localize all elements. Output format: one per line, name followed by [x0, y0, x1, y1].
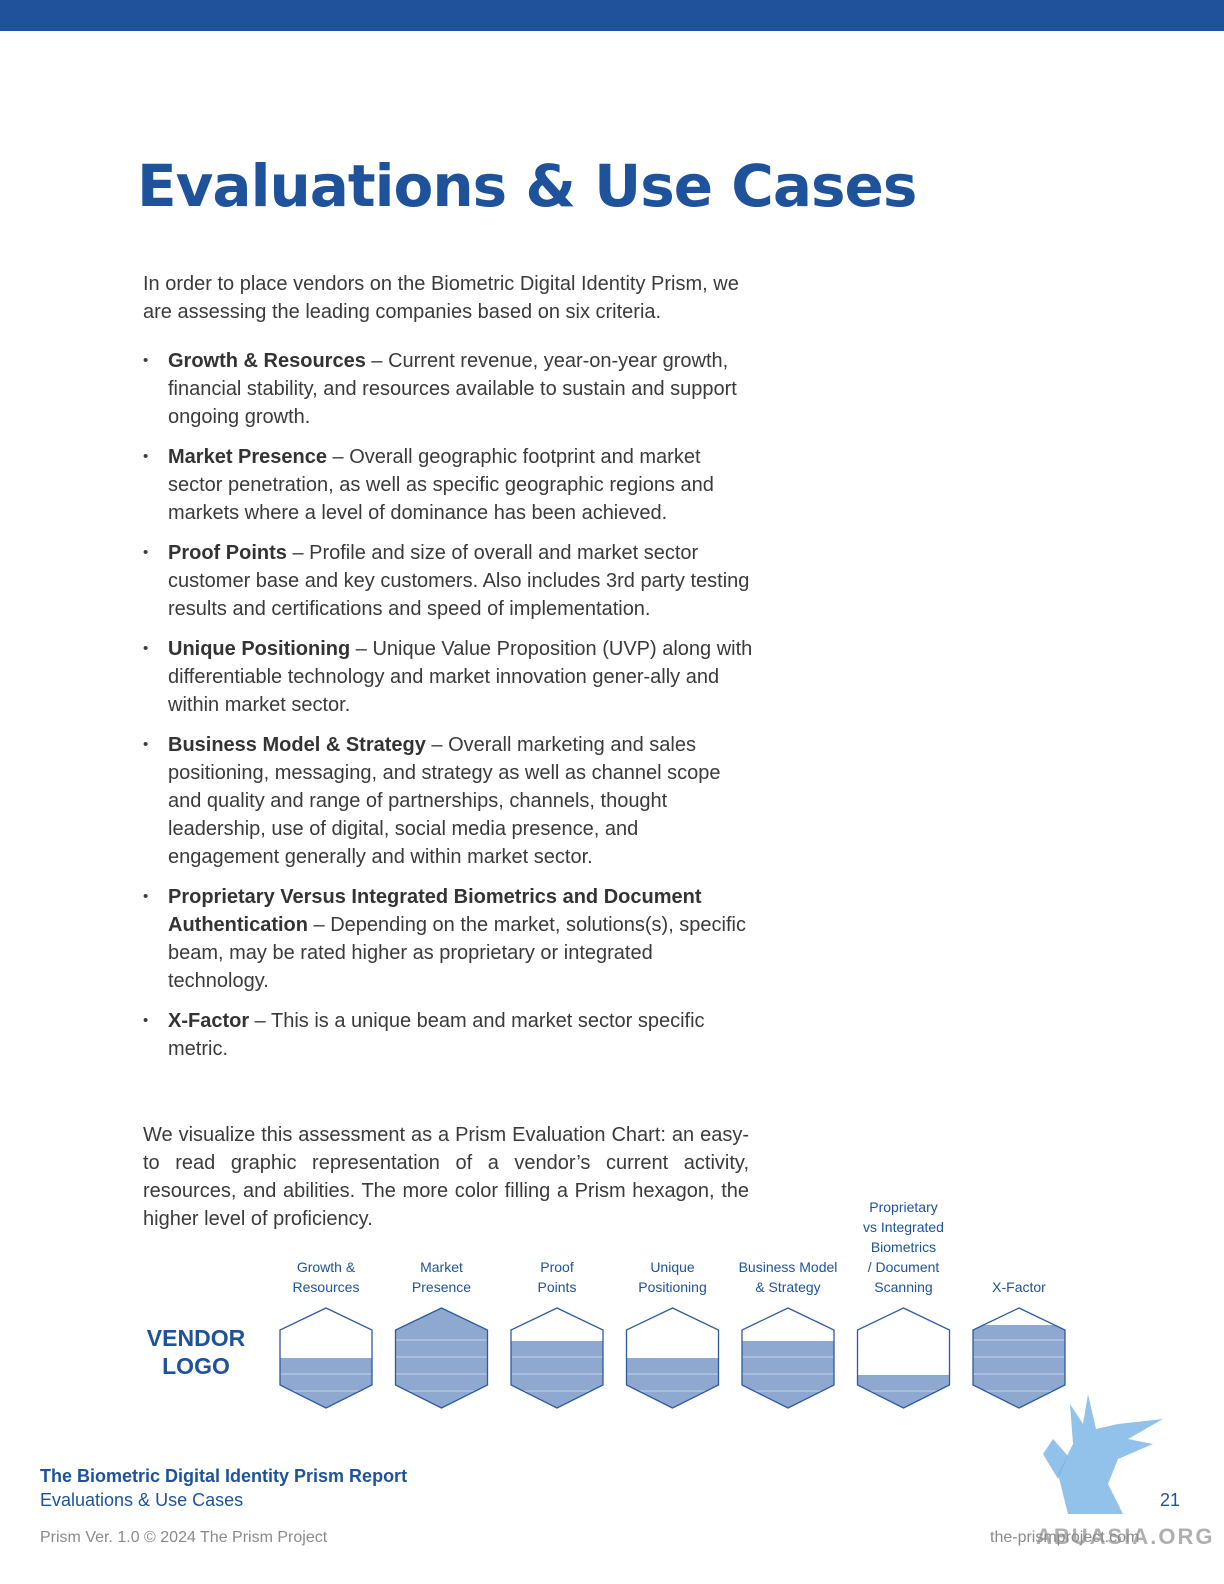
- criterion-x-factor: X-Factor – This is a unique beam and mar…: [143, 1007, 755, 1063]
- hexagon-fill: [511, 1341, 603, 1408]
- footer-section-name: Evaluations & Use Cases: [40, 1490, 244, 1510]
- criterion-growth-resources: Growth & Resources – Current revenue, ye…: [143, 347, 755, 431]
- hexagon-category-label: Market Presence: [411, 1259, 472, 1295]
- criterion-term: Growth & Resources: [168, 350, 366, 372]
- prism-hexagon: [279, 1307, 373, 1409]
- hexagon-outline: [279, 1307, 373, 1409]
- hexagon-category-label: Business Model & Strategy: [738, 1259, 838, 1295]
- criterion-business-model: Business Model & Strategy – Overall mark…: [143, 731, 755, 871]
- prism-hexagon: [856, 1307, 951, 1409]
- prism-hexagon: [625, 1307, 720, 1409]
- hexagon-category-label: Growth & Resources: [292, 1259, 360, 1295]
- griffin-watermark-icon: [1043, 1394, 1163, 1514]
- hexagon-outline: [856, 1307, 951, 1409]
- hexagon-category-label: Unique Positioning: [638, 1259, 707, 1295]
- hexagon-outline: [394, 1307, 489, 1409]
- criterion-term: Market Presence: [168, 446, 327, 468]
- page-number: 21: [1159, 1490, 1180, 1510]
- vendor-logo-placeholder: VENDOR LOGO: [146, 1325, 246, 1379]
- criterion-desc: – Profile and size of overall and market…: [168, 542, 750, 620]
- hexagon-fill: [280, 1358, 372, 1408]
- footer-copyright: Prism Ver. 1.0 © 2024 The Prism Project: [40, 1529, 328, 1546]
- criterion-unique-positioning: Unique Positioning – Unique Value Propos…: [143, 635, 755, 719]
- page-title: Evaluations & Use Cases: [137, 152, 917, 220]
- criterion-desc: – Depending on the market, solutions(s),…: [168, 914, 746, 992]
- criterion-desc: – This is a unique beam and market secto…: [168, 1010, 705, 1060]
- intro-paragraph: In order to place vendors on the Biometr…: [143, 273, 739, 323]
- criterion-proof-points: Proof Points – Profile and size of overa…: [143, 539, 755, 623]
- footer-report-title: The Biometric Digital Identity Prism Rep…: [40, 1466, 408, 1486]
- hexagon-outline: [625, 1307, 720, 1409]
- prism-hexagon: [394, 1307, 489, 1409]
- criterion-desc: – Unique Value Proposition (UVP) along w…: [168, 638, 753, 716]
- hexagon-outline: [972, 1307, 1066, 1409]
- prism-hexagon: [510, 1307, 604, 1409]
- criterion-term: X-Factor: [168, 1010, 250, 1032]
- visualization-paragraph: We visualize this assessment as a Prism …: [143, 1124, 749, 1230]
- criterion-proprietary-integrated: Proprietary Versus Integrated Biometrics…: [143, 883, 755, 995]
- criterion-term: Proof Points: [168, 542, 287, 564]
- criterion-term: Unique Positioning: [168, 638, 351, 660]
- hexagon-fill: [626, 1358, 719, 1408]
- hexagon-category-label: X-Factor: [992, 1279, 1046, 1295]
- criterion-market-presence: Market Presence – Overall geographic foo…: [143, 443, 755, 527]
- criterion-term: Proprietary Versus Integrated Biometrics…: [168, 886, 702, 936]
- hexagon-category-label: Proof Points: [537, 1259, 577, 1295]
- hexagon-fill: [742, 1341, 834, 1408]
- hexagon-outline: [741, 1307, 835, 1409]
- watermark-text: ABUASIA.ORG: [1036, 1524, 1215, 1549]
- criterion-desc: – Overall geographic footprint and marke…: [168, 446, 714, 524]
- criterion-desc: – Overall marketing and sales positionin…: [168, 734, 721, 868]
- criterion-term: Business Model & Strategy: [168, 734, 426, 756]
- top-header-bar: [0, 0, 1224, 31]
- criteria-list: Growth & Resources – Current revenue, ye…: [143, 347, 755, 1075]
- prism-hexagon: [741, 1307, 835, 1409]
- footer-website: the-prismproject.com: [990, 1529, 1140, 1546]
- criterion-desc: – Current revenue, year-on-year growth, …: [168, 350, 737, 428]
- hexagon-category-label: Proprietary vs Integrated Biometrics / Docu…: [863, 1199, 944, 1295]
- hexagon-outline: [510, 1307, 604, 1409]
